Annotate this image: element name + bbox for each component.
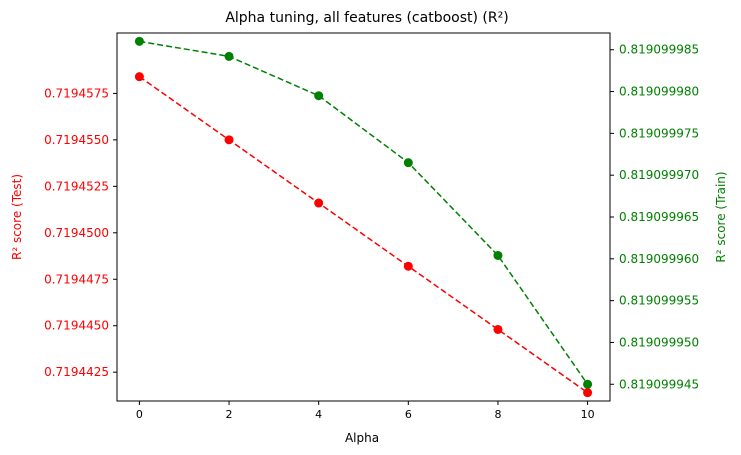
x-tick-label: 6: [405, 408, 412, 421]
x-axis-ticks: 0 2 4 6 8 10: [136, 401, 595, 421]
right-y-tick-label: 0.819099960: [619, 252, 699, 266]
data-point-test: [134, 72, 144, 82]
x-tick-label: 0: [136, 408, 143, 421]
data-point-train: [224, 51, 234, 61]
data-point-train: [583, 379, 593, 389]
data-point-test: [314, 198, 324, 208]
left-y-axis-label: R² score (Test): [10, 174, 24, 260]
right-y-tick-label: 0.819099970: [619, 168, 699, 182]
plot-area-frame: [116, 32, 611, 402]
right-y-tick-label: 0.819099975: [619, 126, 699, 140]
left-y-tick-label: 0.7194475: [44, 272, 109, 286]
data-point-train: [314, 91, 324, 101]
right-y-tick-label: 0.819099955: [619, 294, 699, 308]
left-y-tick-label: 0.7194450: [44, 319, 109, 333]
series-line-test: [138, 76, 589, 394]
data-point-train: [403, 158, 413, 168]
x-tick-label: 4: [315, 408, 322, 421]
data-point-train: [493, 250, 503, 260]
right-y-tick-label: 0.819099945: [619, 377, 699, 391]
data-point-test: [583, 388, 593, 398]
x-axis-label: Alpha: [345, 431, 379, 445]
left-y-tick-label: 0.7194425: [44, 365, 109, 379]
right-y-axis-label: R² score (Train): [714, 171, 728, 262]
left-y-tick-label: 0.7194575: [44, 86, 109, 100]
series-line-train: [139, 40, 589, 385]
x-tick-label: 2: [226, 408, 233, 421]
data-point-test: [403, 261, 413, 271]
left-y-tick-label: 0.7194550: [44, 133, 109, 147]
data-point-test: [493, 324, 503, 334]
series-layer: [134, 36, 593, 398]
right-y-tick-label: 0.819099985: [619, 43, 699, 57]
x-tick-label: 10: [581, 408, 595, 421]
left-y-tick-label: 0.7194500: [44, 226, 109, 240]
right-y-tick-label: 0.819099965: [619, 210, 699, 224]
left-y-tick-label: 0.7194525: [44, 179, 109, 193]
data-point-train: [134, 36, 144, 46]
right-y-tick-label: 0.819099980: [619, 85, 699, 99]
x-tick-label: 8: [494, 408, 501, 421]
chart-title: Alpha tuning, all features (catboost) (R…: [225, 10, 508, 26]
data-point-test: [224, 135, 234, 145]
right-y-tick-label: 0.819099950: [619, 335, 699, 349]
left-y-axis-ticks: 0.7194425 0.7194450 0.7194475 0.7194500 0.71…: [44, 86, 117, 379]
right-y-axis-ticks: 0.819099945 0.819099950 0.819099955 0.81909…: [610, 43, 699, 391]
